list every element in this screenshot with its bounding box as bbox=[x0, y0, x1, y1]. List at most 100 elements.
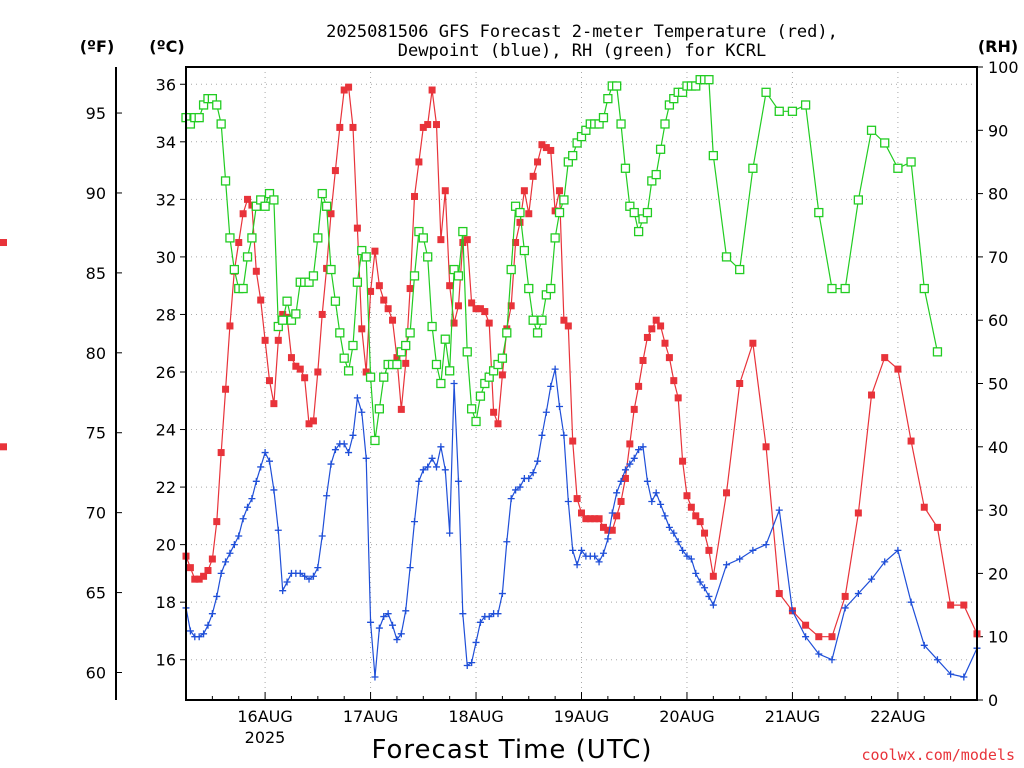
dewpoint-point bbox=[683, 552, 691, 560]
celsius-tick-label: 28 bbox=[156, 305, 176, 324]
temperature-point bbox=[762, 443, 770, 451]
rh-point bbox=[787, 106, 798, 116]
temperature-point bbox=[573, 495, 581, 503]
dewpoint-point bbox=[305, 575, 313, 583]
rh-point bbox=[633, 226, 644, 237]
rh-point bbox=[440, 334, 450, 344]
temperature-point bbox=[226, 322, 234, 330]
rh-tick-label: 10 bbox=[988, 628, 1008, 647]
celsius-axis: 16 18 20 22 24 26 28 30 32 34 36 bbox=[156, 75, 186, 670]
rh-point bbox=[642, 207, 653, 218]
temperature-point bbox=[371, 247, 379, 255]
rh-tick-label: 50 bbox=[988, 375, 1008, 394]
fahrenheit-tick-label: 80 bbox=[86, 344, 106, 363]
dewpoint-point bbox=[226, 549, 234, 557]
dewpoint-point bbox=[762, 541, 770, 549]
dewpoint-point bbox=[186, 627, 194, 635]
temperature-point bbox=[661, 339, 669, 347]
temperature-point bbox=[186, 564, 194, 572]
temperature-point bbox=[881, 354, 889, 362]
temperature-point bbox=[244, 195, 252, 203]
x-axis-title: Forecast Time (UTC) bbox=[371, 735, 652, 765]
dewpoint-point bbox=[692, 569, 700, 577]
dewpoint-point bbox=[265, 457, 273, 465]
fahrenheit-axis: 60 65 70 75 80 85 90 95 bbox=[86, 67, 122, 700]
dewpoint-point bbox=[397, 630, 405, 638]
rh-point bbox=[247, 233, 257, 243]
rh-point bbox=[735, 264, 745, 275]
dewpoint-point bbox=[507, 495, 515, 503]
rh-point bbox=[603, 94, 613, 104]
temperature-point bbox=[657, 322, 665, 330]
temperature-point bbox=[683, 492, 691, 500]
temperature-point bbox=[424, 121, 432, 129]
rh-point bbox=[317, 188, 327, 199]
temperature-point bbox=[854, 509, 862, 517]
temperature-point bbox=[305, 420, 313, 428]
celsius-tick-label: 16 bbox=[156, 651, 176, 670]
temperature-point bbox=[512, 239, 520, 247]
temperature-line bbox=[185, 86, 978, 638]
rh-point bbox=[475, 391, 486, 401]
rh-point bbox=[932, 347, 943, 357]
celsius-tick-label: 22 bbox=[156, 478, 176, 497]
dewpoint-point bbox=[362, 454, 370, 462]
temperature-point bbox=[679, 457, 687, 465]
rh-tick-label: 70 bbox=[988, 248, 1008, 267]
temperature-point bbox=[318, 310, 326, 318]
temperature-point bbox=[907, 437, 915, 445]
dewpoint-point bbox=[296, 569, 304, 577]
temperature-point bbox=[406, 285, 414, 293]
temperature-point bbox=[208, 555, 216, 563]
rh-point bbox=[458, 226, 468, 237]
dewpoint-point bbox=[230, 541, 238, 549]
dewpoint-point bbox=[261, 449, 269, 457]
rh-point bbox=[546, 283, 556, 294]
dewpoint-point bbox=[560, 431, 568, 439]
dewpoint-point bbox=[274, 526, 282, 534]
temperature-point bbox=[621, 474, 629, 482]
temperature-point bbox=[353, 224, 361, 232]
celsius-tick-label: 36 bbox=[156, 75, 176, 94]
dewpoint-point bbox=[639, 443, 647, 451]
dewpoint-point bbox=[670, 529, 678, 537]
rh-axis: 0 10 20 30 40 50 60 70 80 90 100 bbox=[977, 58, 1019, 710]
rh-point bbox=[427, 321, 437, 332]
temperature-point bbox=[665, 354, 673, 362]
temperature-point bbox=[538, 141, 546, 149]
rh-point bbox=[519, 245, 530, 256]
dewpoint-point bbox=[367, 618, 375, 626]
dewpoint-point bbox=[463, 661, 471, 669]
rh-point bbox=[282, 296, 292, 306]
temperature-point bbox=[314, 368, 322, 376]
rh-point bbox=[335, 328, 345, 338]
temperature-point bbox=[261, 336, 269, 344]
temperature-point bbox=[204, 567, 212, 575]
temperature-point bbox=[547, 146, 555, 154]
rh-point bbox=[348, 340, 358, 351]
rh-point bbox=[906, 157, 916, 167]
temperature-point bbox=[239, 210, 247, 218]
dewpoint-point bbox=[679, 546, 687, 554]
dewpoint-point bbox=[643, 477, 651, 485]
dewpoint-point bbox=[665, 523, 673, 531]
rh-point bbox=[620, 163, 631, 173]
temperature-point bbox=[701, 529, 709, 537]
temperature-point bbox=[279, 310, 287, 318]
rh-tick-label: 20 bbox=[988, 564, 1008, 583]
time-tick-label: 21AUG bbox=[765, 707, 820, 726]
dewpoint-point bbox=[393, 636, 401, 644]
time-tick-label: 22AUG bbox=[870, 707, 925, 726]
dewpoint-point bbox=[485, 613, 493, 621]
dewpoint-point bbox=[595, 558, 603, 566]
dewpoint-point bbox=[270, 486, 278, 494]
temperature-point bbox=[349, 123, 357, 131]
dewpoint-point bbox=[591, 552, 599, 560]
rh-point bbox=[242, 252, 253, 262]
temperature-point bbox=[428, 86, 436, 94]
dewpoint-point bbox=[441, 466, 449, 474]
temperature-point bbox=[604, 526, 612, 534]
dewpoint-point bbox=[349, 431, 357, 439]
dewpoint-point bbox=[674, 538, 682, 546]
temperature-point bbox=[393, 354, 401, 362]
